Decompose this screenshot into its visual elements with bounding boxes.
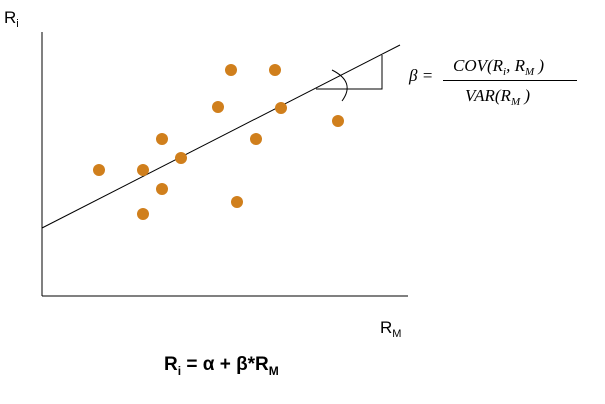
data-point: [93, 164, 105, 176]
model-rhs-subscript: M: [268, 364, 279, 378]
beta-formula-lhs: β =: [409, 66, 434, 85]
fraction-bar: [443, 80, 577, 81]
x-axis-label: RM: [380, 318, 402, 340]
y-axis-label-subscript: i: [16, 18, 19, 30]
data-point: [137, 208, 149, 220]
data-point: [156, 133, 168, 145]
data-point: [250, 133, 262, 145]
model-rhs: = α + β*R: [181, 354, 269, 375]
slope-triangle: [316, 55, 383, 90]
data-point: [137, 164, 149, 176]
slope-angle-arc: [331, 69, 348, 102]
data-point: [269, 64, 281, 76]
denominator-subscript-m: M: [510, 96, 521, 108]
data-point: [231, 196, 243, 208]
model-lhs: R: [164, 354, 178, 375]
data-point: [225, 64, 237, 76]
data-points: [93, 64, 344, 220]
regression-line: [41, 44, 401, 229]
numerator-prefix: COV(R: [453, 56, 504, 75]
data-point: [175, 152, 187, 164]
data-point: [212, 101, 224, 113]
data-point: [332, 115, 344, 127]
data-point: [275, 102, 287, 114]
numerator-suffix: ): [534, 56, 545, 75]
x-axis-label-main: R: [380, 318, 393, 337]
denominator-prefix: VAR(R: [465, 86, 511, 105]
denominator-suffix: ): [520, 86, 531, 105]
numerator-middle: , R: [506, 56, 525, 75]
y-axis-label: Ri: [4, 8, 19, 30]
model-lhs-subscript: i: [177, 364, 182, 378]
beta-formula: β = COV(Ri, RM ) VAR(RM ): [407, 56, 577, 116]
beta-formula-numerator: COV(Ri, RM ): [453, 56, 545, 78]
x-axis-label-subscript: M: [392, 328, 402, 340]
y-axis-label-main: R: [4, 8, 17, 27]
data-point: [156, 183, 168, 195]
beta-formula-denominator: VAR(RM ): [465, 86, 531, 108]
numerator-subscript-m: M: [525, 66, 535, 78]
numerator-subscript-i: i: [503, 66, 507, 78]
model-equation: Ri = α + β*RM: [164, 354, 279, 378]
